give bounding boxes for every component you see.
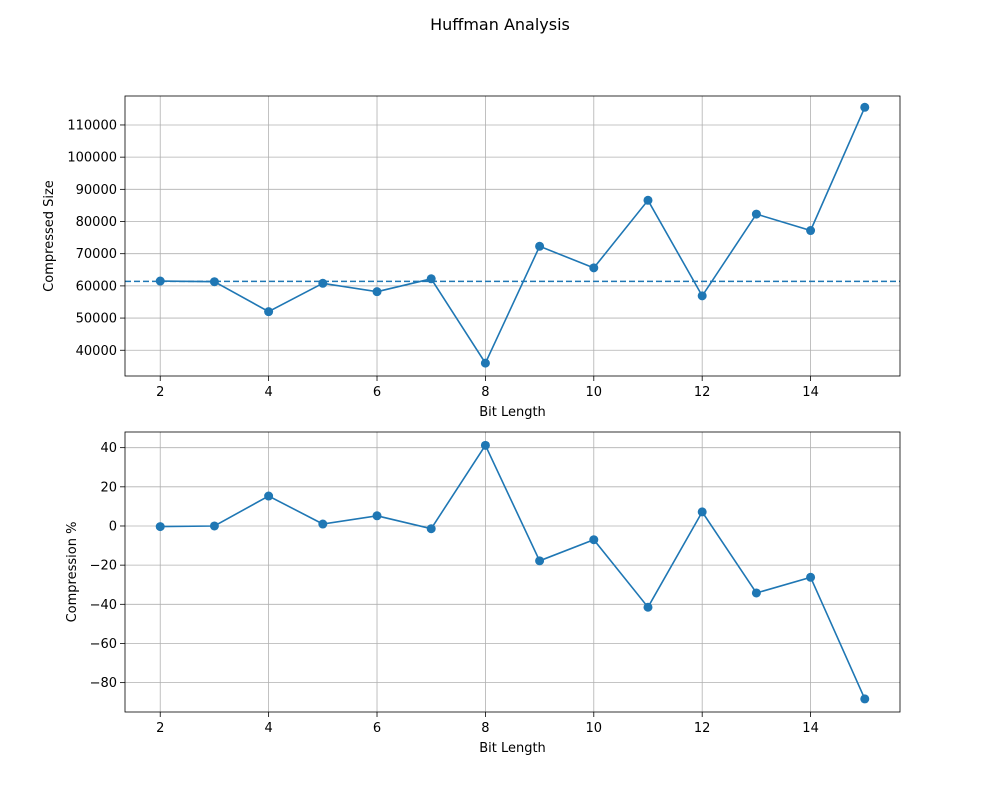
data-point: [426, 274, 436, 284]
plot-frame-bottom: [124, 431, 901, 713]
figure-title: Huffman Analysis: [430, 15, 570, 34]
x-tick-label: 12: [694, 721, 711, 736]
yticks-bottom: −80 −60 −40 −20 0 20 40: [90, 441, 125, 691]
data-point: [806, 226, 816, 236]
series-line-compression-percent: [160, 443, 866, 700]
x-tick-label: 8: [481, 385, 489, 400]
data-point: [209, 521, 219, 531]
data-point: [535, 241, 545, 251]
y-tick-label: 40000: [76, 344, 117, 359]
data-point: [643, 602, 653, 612]
y-tick-label: −20: [90, 559, 117, 574]
data-point: [155, 522, 165, 532]
y-tick-label: 20: [100, 480, 117, 495]
data-point: [480, 440, 490, 450]
points-compressed-size: [155, 102, 870, 368]
y-tick-label: 50000: [76, 312, 117, 327]
data-point: [318, 278, 328, 288]
grid-top: [125, 96, 900, 376]
points-compression-percent: [155, 440, 870, 704]
data-point: [589, 263, 599, 273]
data-point: [751, 209, 761, 219]
data-point: [426, 524, 436, 534]
y-tick-label: −60: [90, 637, 117, 652]
y-tick-label: 100000: [67, 151, 117, 166]
data-point: [372, 511, 382, 521]
y-tick-label: −40: [90, 598, 117, 613]
y-tick-label: 110000: [67, 118, 117, 133]
x-tick-label: 10: [586, 385, 603, 400]
data-point: [860, 102, 870, 112]
data-point: [209, 277, 219, 287]
data-point: [264, 307, 274, 317]
y-tick-label: 0: [109, 519, 117, 534]
data-point: [535, 556, 545, 566]
x-tick-label: 10: [586, 721, 603, 736]
x-tick-label: 12: [694, 385, 711, 400]
y-tick-label: 40: [100, 441, 117, 456]
x-tick-label: 4: [264, 721, 272, 736]
series-line-compressed-size: [160, 106, 866, 365]
x-tick-label: 2: [156, 721, 164, 736]
x-tick-label: 6: [373, 721, 381, 736]
x-tick-label: 14: [802, 385, 819, 400]
data-point: [480, 358, 490, 368]
x-tick-label: 6: [373, 385, 381, 400]
x-tick-label: 2: [156, 385, 164, 400]
x-tick-label: 8: [481, 721, 489, 736]
y-tick-label: 80000: [76, 215, 117, 230]
x-axis-label-top: Bit Length: [479, 405, 546, 420]
data-point: [697, 291, 707, 301]
data-point: [643, 195, 653, 205]
y-tick-label: 90000: [76, 183, 117, 198]
x-axis-label-bottom: Bit Length: [479, 741, 546, 756]
yticks-top: 40000 50000 60000 70000 80000 90000 100000 1100…: [67, 118, 125, 359]
data-point: [751, 588, 761, 598]
data-point: [806, 572, 816, 582]
data-point: [860, 694, 870, 704]
x-tick-label: 4: [264, 385, 272, 400]
y-tick-label: 70000: [76, 247, 117, 262]
chart-compressed-size: 2 4 6 8 10 12 14 40000 50000 60000 70000 80000 9000…: [42, 95, 901, 420]
y-tick-label: 60000: [76, 279, 117, 294]
data-point: [264, 491, 274, 501]
data-point: [155, 276, 165, 286]
y-axis-label-top: Compressed Size: [42, 180, 57, 292]
data-point: [318, 519, 328, 529]
data-point: [372, 287, 382, 297]
data-point: [697, 507, 707, 517]
xticks-top: 2 4 6 8 10 12 14: [156, 376, 819, 400]
y-axis-label-bottom: Compression %: [65, 522, 80, 623]
grid-bottom: [125, 432, 900, 712]
plot-frame-top: [124, 95, 901, 377]
x-tick-label: 14: [802, 721, 819, 736]
data-point: [589, 535, 599, 545]
y-tick-label: −80: [90, 676, 117, 691]
xticks-bottom: 2 4 6 8 10 12 14: [156, 712, 819, 736]
